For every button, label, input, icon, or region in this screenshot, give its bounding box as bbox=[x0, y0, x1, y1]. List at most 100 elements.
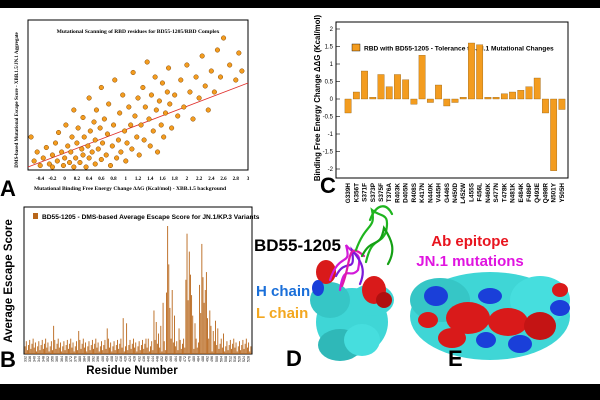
panel-c-x-tick-label: S371F bbox=[362, 183, 369, 202]
residue-bar bbox=[236, 351, 238, 354]
residue-bar bbox=[210, 325, 212, 354]
panel-b-x-tick-label: 400 bbox=[101, 356, 105, 362]
panel-c-legend: RBD with BD55-1205 - Tolerance to JN.1 M… bbox=[364, 46, 554, 53]
ddg-bar bbox=[435, 84, 442, 100]
panel-c-x-tick-label: F456L bbox=[477, 183, 484, 202]
panel-b-x-tick-label: 512 bbox=[228, 356, 232, 362]
residue-bar bbox=[109, 347, 110, 354]
residue-bar bbox=[144, 343, 146, 354]
panel-c-x-tick-label: Q493E bbox=[534, 182, 541, 203]
residue-bar bbox=[105, 348, 107, 354]
scatter-point bbox=[86, 95, 92, 101]
scatter-point bbox=[111, 122, 117, 128]
residue-bar bbox=[185, 279, 187, 354]
panel-c-x-tick-label: R408S bbox=[411, 182, 418, 202]
panel-b-x-tick-label: 360 bbox=[55, 356, 59, 362]
scatter-point bbox=[98, 84, 104, 91]
residue-bar bbox=[245, 338, 247, 354]
panel-c-y-tick-label: -1.5 bbox=[323, 150, 334, 156]
scatter-point bbox=[136, 152, 142, 158]
scatter-point bbox=[80, 152, 86, 158]
panel-b-x-tick-label: 528 bbox=[247, 356, 251, 362]
panel-b-x-tick-label: 368 bbox=[64, 356, 68, 362]
panel-c-y-tick-label: 1.5 bbox=[325, 45, 334, 51]
scatter-point bbox=[208, 68, 214, 74]
panel-a-y-label: DMS-based Mutational Escape Score - XBB.… bbox=[15, 31, 20, 167]
ddg-bar bbox=[484, 97, 492, 100]
panel-b-bar-chart: BD55-1205 - DMS-based Average Escape Sco… bbox=[0, 206, 260, 377]
residue-bar bbox=[41, 339, 43, 354]
scatter-point bbox=[28, 134, 34, 140]
scatter-point bbox=[43, 144, 49, 151]
panel-c-x-tick-label: K417N bbox=[419, 183, 426, 203]
scatter-point bbox=[79, 146, 85, 152]
panel-b-x-tick-label: 424 bbox=[128, 356, 132, 362]
residue-bar bbox=[242, 339, 244, 354]
scatter-point bbox=[60, 162, 66, 169]
residue-bar bbox=[235, 342, 237, 354]
scatter-point bbox=[71, 107, 77, 113]
scatter-point bbox=[122, 128, 128, 134]
panel-b-x-tick-label: 480 bbox=[192, 356, 196, 362]
residue-bar bbox=[212, 330, 214, 354]
panel-b-y-label: Average Escape Score bbox=[3, 219, 15, 343]
residue-bar bbox=[221, 347, 223, 354]
panel-letter-e: E bbox=[448, 346, 463, 371]
residue-bar bbox=[217, 328, 219, 354]
scatter-point bbox=[130, 69, 136, 76]
residue-bar bbox=[227, 350, 229, 354]
residue-bar bbox=[183, 338, 185, 354]
residue-bar bbox=[101, 341, 102, 354]
panel-b-x-tick-label: 500 bbox=[215, 356, 219, 362]
scatter-point bbox=[196, 95, 202, 101]
scatter-point bbox=[101, 116, 107, 122]
panel-b-x-tick-label: 392 bbox=[92, 356, 96, 362]
residue-bar bbox=[118, 348, 120, 354]
residue-bar bbox=[140, 345, 142, 354]
scatter-point bbox=[63, 122, 69, 128]
scatter-point bbox=[132, 113, 138, 119]
residue-bar bbox=[250, 346, 252, 354]
scatter-point bbox=[73, 155, 79, 161]
scatter-point bbox=[87, 128, 93, 134]
residue-bar bbox=[171, 290, 173, 354]
panel-c-y-tick-label: 1 bbox=[330, 62, 334, 68]
residue-bar bbox=[63, 341, 65, 354]
residue-bar bbox=[37, 346, 39, 354]
panel-c-x-tick-label: K356T bbox=[353, 183, 360, 202]
residue-bar bbox=[216, 345, 218, 354]
residue-bar bbox=[98, 351, 100, 354]
residue-bar bbox=[32, 338, 34, 354]
residue-bar bbox=[103, 345, 105, 354]
ddg-bar bbox=[525, 86, 533, 100]
residue-bar bbox=[74, 346, 76, 354]
scatter-point bbox=[85, 143, 91, 149]
residue-bar bbox=[72, 342, 74, 354]
residue-bar bbox=[196, 347, 198, 354]
scatter-point bbox=[91, 119, 97, 125]
residue-bar bbox=[122, 318, 124, 354]
residue-bar bbox=[94, 343, 96, 354]
scatter-point bbox=[89, 149, 95, 155]
panel-a-x-tick-label: -0.2 bbox=[48, 177, 56, 182]
ddg-bar bbox=[451, 98, 459, 103]
residue-bar bbox=[175, 346, 177, 354]
panel-a-scatter: Mutational Scanning of RBD residues for … bbox=[0, 19, 250, 201]
residue-bar bbox=[179, 339, 181, 354]
residue-bar bbox=[178, 328, 180, 354]
l-chain-label: L chain bbox=[256, 305, 308, 322]
scatter-point bbox=[103, 152, 109, 158]
scatter-point bbox=[134, 134, 140, 140]
panel-c-y-ticks: -2 -1.5 -1 -0.5 0 0.5 1 1.5 2 bbox=[323, 27, 340, 173]
residue-bar bbox=[69, 343, 71, 354]
residue-bar bbox=[93, 348, 94, 354]
panel-c-x-tick-label: N450D bbox=[452, 183, 459, 203]
scatter-point bbox=[187, 89, 193, 95]
panel-a-plot-frame bbox=[27, 19, 249, 171]
scatter-point bbox=[95, 146, 101, 152]
panel-b-x-tick-label: 472 bbox=[183, 356, 187, 362]
scatter-point bbox=[140, 84, 146, 91]
panel-b-legend: BD55-1205 - DMS-based Average Escape Sco… bbox=[42, 214, 260, 221]
